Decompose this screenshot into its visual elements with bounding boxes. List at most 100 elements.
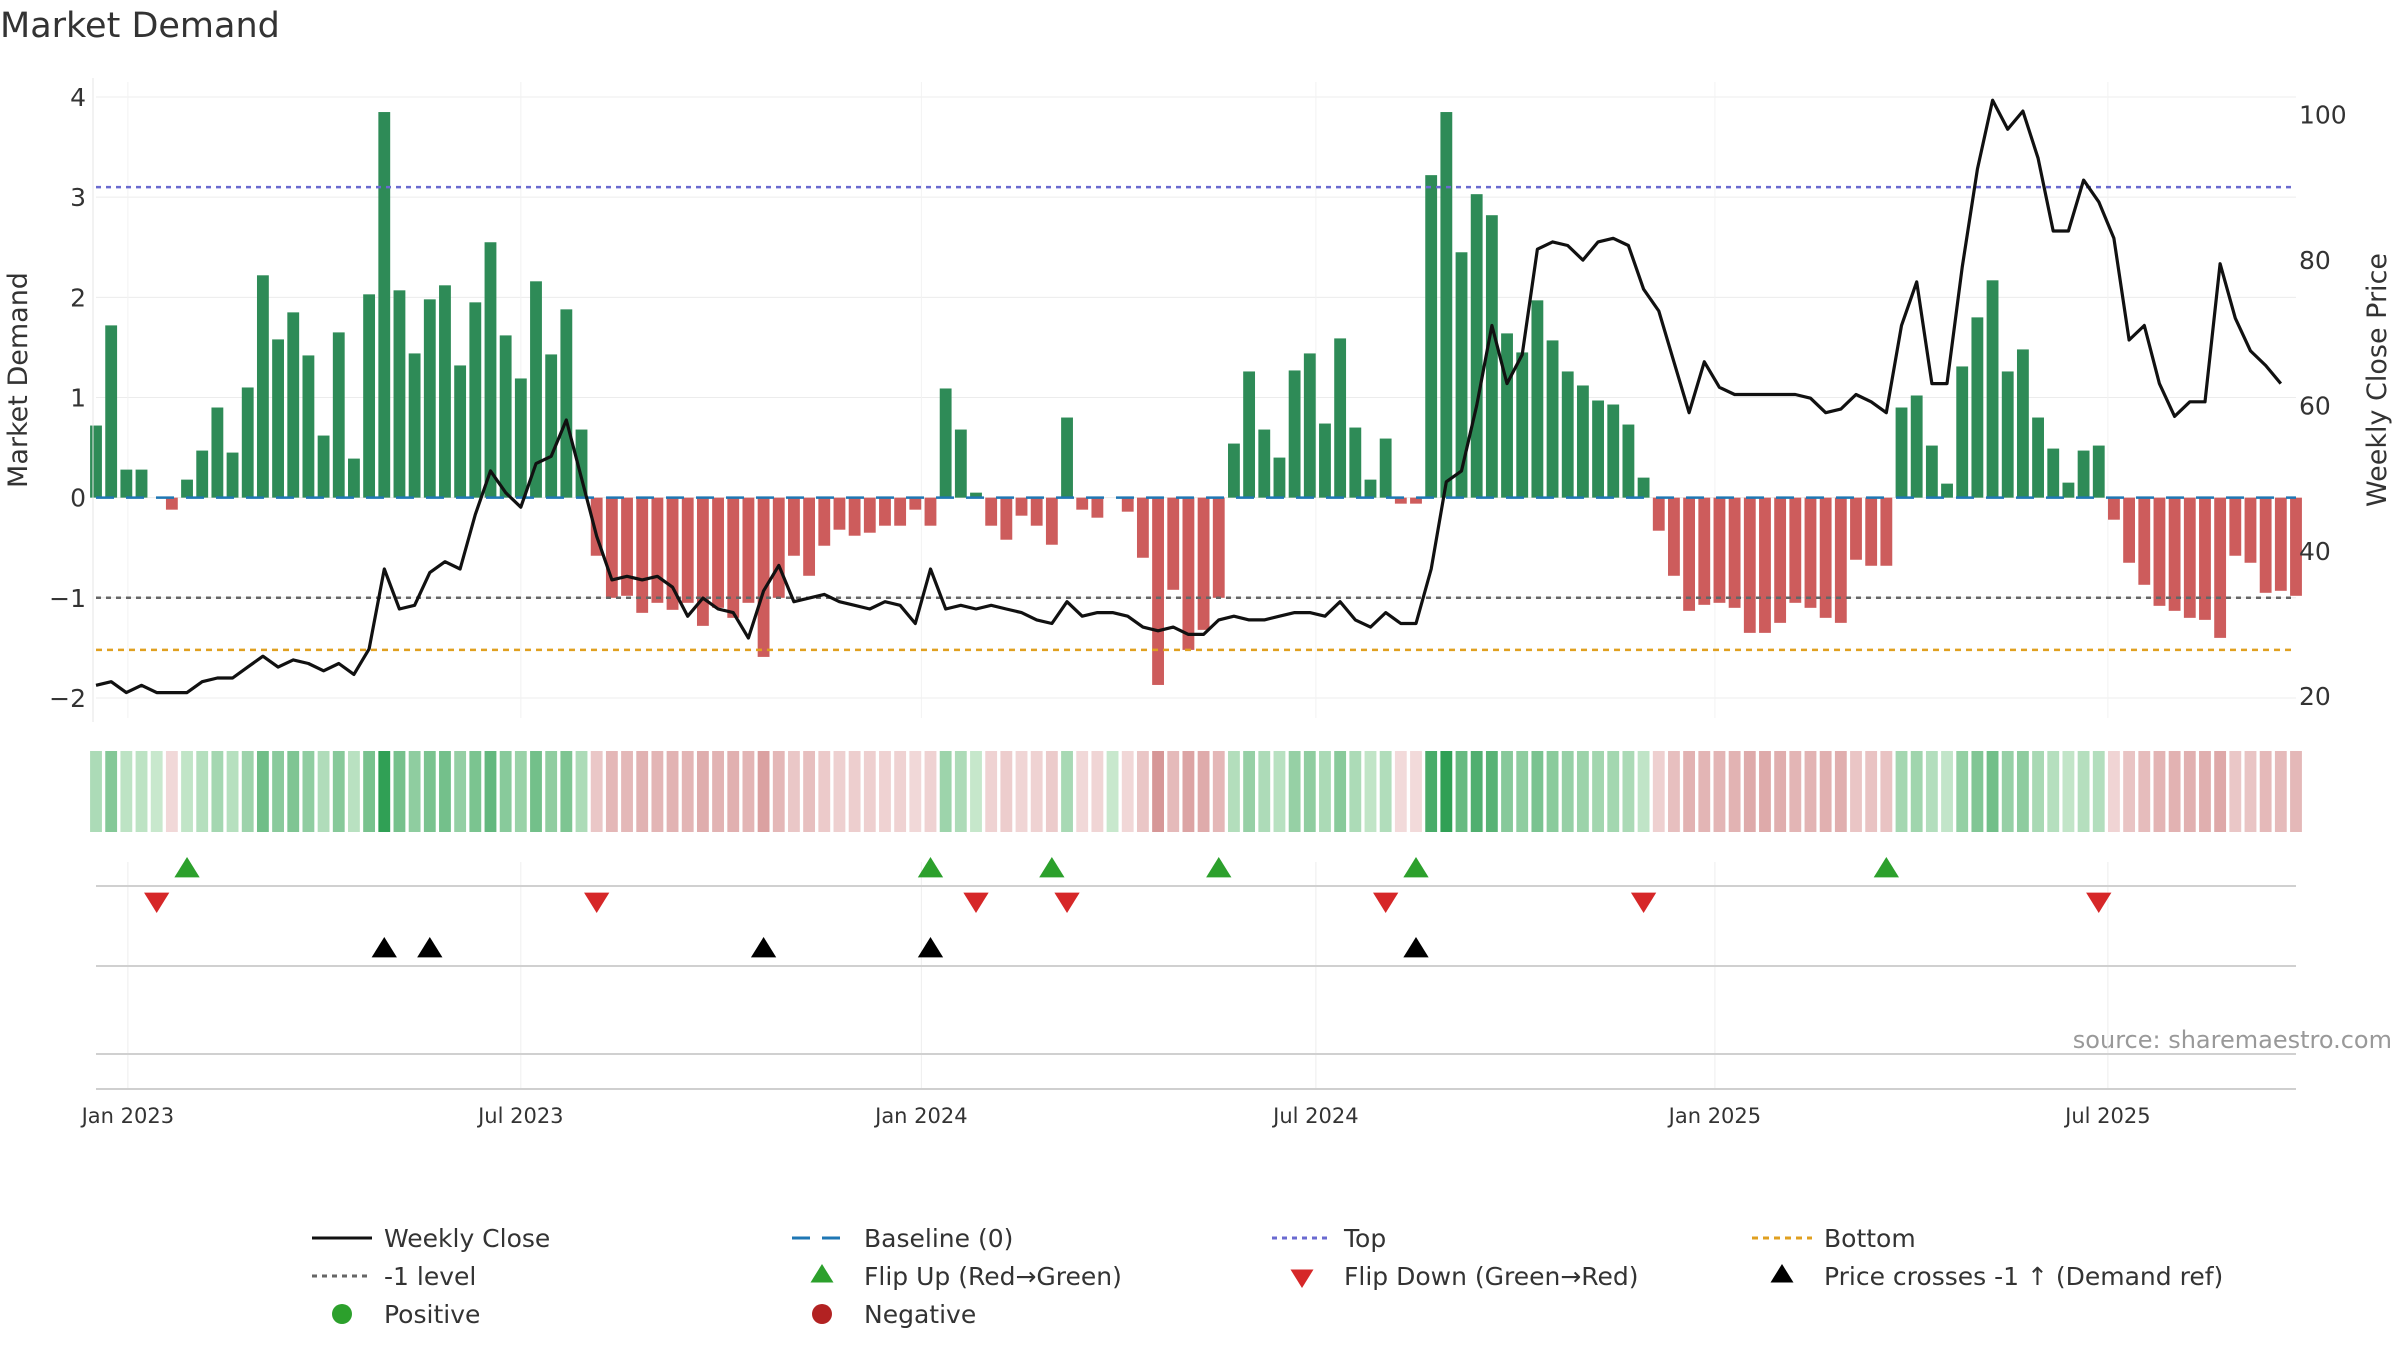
demand-bar bbox=[666, 497, 679, 610]
demand-bar bbox=[1956, 366, 1969, 498]
heatmap-cell bbox=[1683, 751, 1696, 832]
flip-up-marker bbox=[1873, 857, 1899, 878]
heatmap-cell bbox=[1485, 751, 1498, 832]
heatmap-cell bbox=[2153, 751, 2166, 832]
heatmap-cell bbox=[2108, 751, 2120, 832]
heatmap-cell bbox=[1076, 751, 1089, 832]
heatmap-cell bbox=[560, 751, 573, 832]
demand-bar bbox=[803, 497, 816, 576]
demand-bar bbox=[287, 312, 300, 498]
flip-down-marker bbox=[1373, 892, 1399, 913]
demand-bar bbox=[363, 294, 376, 498]
heatmap-cell bbox=[2259, 751, 2272, 832]
heatmap-cell bbox=[1501, 751, 1513, 832]
x-tick-label: Jan 2024 bbox=[873, 1104, 968, 1128]
demand-bar bbox=[2244, 497, 2257, 563]
demand-bar bbox=[1637, 477, 1650, 498]
demand-bar bbox=[90, 425, 102, 498]
demand-bar bbox=[696, 497, 709, 626]
demand-bar bbox=[1895, 407, 1908, 498]
flip-down-marker bbox=[2086, 892, 2112, 913]
heatmap-cell bbox=[757, 751, 770, 832]
heatmap-cell bbox=[332, 751, 345, 832]
demand-bar bbox=[1652, 497, 1665, 531]
demand-bar bbox=[1182, 497, 1195, 650]
heatmap-cell bbox=[985, 751, 998, 832]
price-line-layer bbox=[95, 98, 2283, 695]
demand-bar bbox=[2001, 371, 2014, 498]
demand-bar bbox=[1728, 497, 1741, 608]
demand-bar bbox=[165, 497, 178, 510]
heatmap-cell bbox=[2032, 751, 2044, 832]
heatmap-cell bbox=[1531, 751, 1544, 832]
heatmap-cell bbox=[363, 751, 376, 832]
heatmap-cell bbox=[530, 751, 542, 832]
heatmap-cell bbox=[181, 751, 193, 832]
heatmap-cell bbox=[1910, 751, 1923, 832]
demand-bar bbox=[1334, 338, 1347, 498]
heatmap-cell bbox=[1212, 751, 1225, 832]
heatmap-cell bbox=[1030, 751, 1043, 832]
heatmap-cell bbox=[135, 751, 148, 832]
heatmap-cell bbox=[1759, 751, 1771, 832]
demand-bar bbox=[2016, 349, 2029, 498]
heatmap-cell bbox=[226, 751, 239, 832]
heatmap-cell bbox=[909, 751, 922, 832]
heatmap-cell bbox=[1834, 751, 1847, 832]
heatmap-cell bbox=[1258, 751, 1271, 832]
demand-bar bbox=[2259, 497, 2272, 593]
demand-bar bbox=[1607, 404, 1620, 498]
demand-bar bbox=[727, 497, 740, 618]
heatmap-cell bbox=[636, 751, 649, 832]
heatmap-cell bbox=[1865, 751, 1878, 832]
demand-bar bbox=[575, 429, 588, 498]
demand-bar bbox=[1197, 497, 1210, 630]
demand-bar bbox=[530, 281, 542, 498]
heatmap-cell bbox=[2229, 751, 2242, 832]
heatmap-cell bbox=[605, 751, 618, 832]
heatmap-cell bbox=[1061, 751, 1073, 832]
heatmap-cell bbox=[970, 751, 982, 832]
heatmap-cell bbox=[2062, 751, 2075, 832]
heatmap-cell bbox=[1546, 751, 1559, 832]
demand-bar bbox=[681, 497, 694, 603]
heatmap-cell bbox=[1516, 751, 1529, 832]
demand-bar bbox=[1091, 497, 1104, 518]
legend: Weekly Close Baseline (0) Top Bottom -1 leve… bbox=[312, 1224, 2223, 1329]
demand-bar bbox=[879, 497, 891, 526]
heatmap-cell bbox=[1637, 751, 1650, 832]
heatmap-cell bbox=[408, 751, 421, 832]
demand-bar bbox=[1561, 371, 1574, 498]
heatmap-cell bbox=[1182, 751, 1195, 832]
demand-bar bbox=[1258, 429, 1271, 498]
heatmap-cell bbox=[848, 751, 861, 832]
heatmap-cell bbox=[2274, 751, 2287, 832]
price-cross-marker bbox=[750, 937, 777, 958]
heatmap-cell bbox=[1106, 751, 1119, 832]
demand-bar bbox=[2290, 497, 2302, 596]
demand-bars bbox=[90, 112, 2302, 685]
demand-bar bbox=[605, 497, 618, 598]
demand-bar bbox=[590, 497, 603, 556]
demand-bar bbox=[2062, 482, 2075, 498]
flip-down-marker bbox=[963, 892, 989, 913]
legend-label: Price crosses -1 ↑ (Demand ref) bbox=[1824, 1262, 2223, 1291]
demand-bar bbox=[1030, 497, 1043, 526]
flip-up-marker bbox=[1206, 857, 1232, 878]
heatmap-cell bbox=[2138, 751, 2151, 832]
heatmap-cell bbox=[2214, 751, 2227, 832]
demand-bar bbox=[909, 497, 922, 510]
legend-negative-swatch bbox=[812, 1304, 832, 1324]
demand-bar bbox=[1531, 300, 1544, 498]
demand-bar bbox=[256, 275, 269, 498]
heatmap-cell bbox=[1804, 751, 1817, 832]
demand-bar bbox=[818, 497, 831, 546]
legend-label: -1 level bbox=[384, 1262, 476, 1291]
demand-bar bbox=[560, 309, 573, 498]
heatmap-cell bbox=[211, 751, 224, 832]
demand-bar bbox=[1273, 457, 1286, 498]
demand-bar bbox=[2153, 497, 2166, 606]
demand-bar bbox=[712, 497, 724, 608]
demand-bar bbox=[2092, 445, 2105, 498]
demand-bar bbox=[788, 497, 800, 556]
